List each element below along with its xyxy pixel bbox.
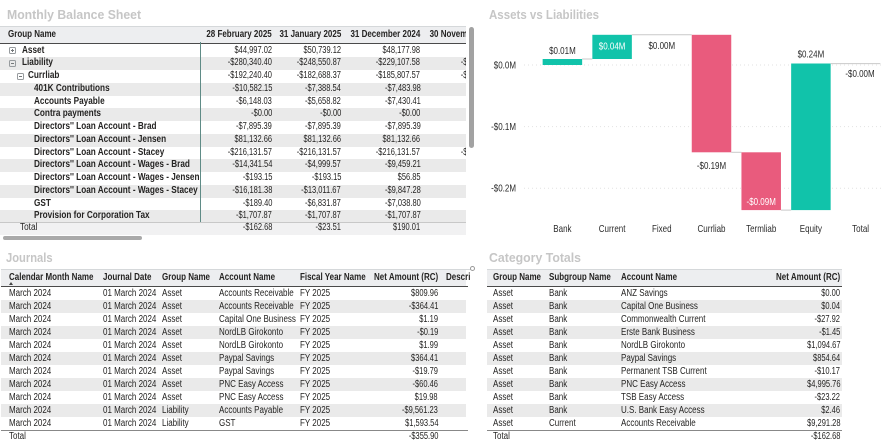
svg-text:Bank: Bank (553, 223, 572, 234)
svg-text:$0.0M: $0.0M (494, 60, 516, 71)
svg-text:Currliab: Currliab (698, 223, 726, 234)
svg-text:Current: Current (599, 223, 626, 234)
svg-text:Total: Total (852, 223, 869, 234)
svg-text:-$0.2M: -$0.2M (491, 183, 516, 194)
svg-text:-$0.19M: -$0.19M (697, 160, 726, 171)
svg-text:$0.24M: $0.24M (798, 49, 825, 60)
svg-text:$0.00M: $0.00M (648, 40, 675, 51)
svg-text:Termliab: Termliab (746, 223, 776, 234)
svg-text:-$0.1M: -$0.1M (491, 121, 516, 132)
svg-text:Fixed: Fixed (652, 223, 672, 234)
svg-text:$0.01M: $0.01M (549, 45, 576, 56)
svg-text:-$0.09M: -$0.09M (747, 196, 776, 207)
svg-text:Equity: Equity (800, 223, 823, 234)
svg-text:-$0.00M: -$0.00M (845, 68, 874, 79)
svg-text:$0.04M: $0.04M (599, 40, 626, 51)
